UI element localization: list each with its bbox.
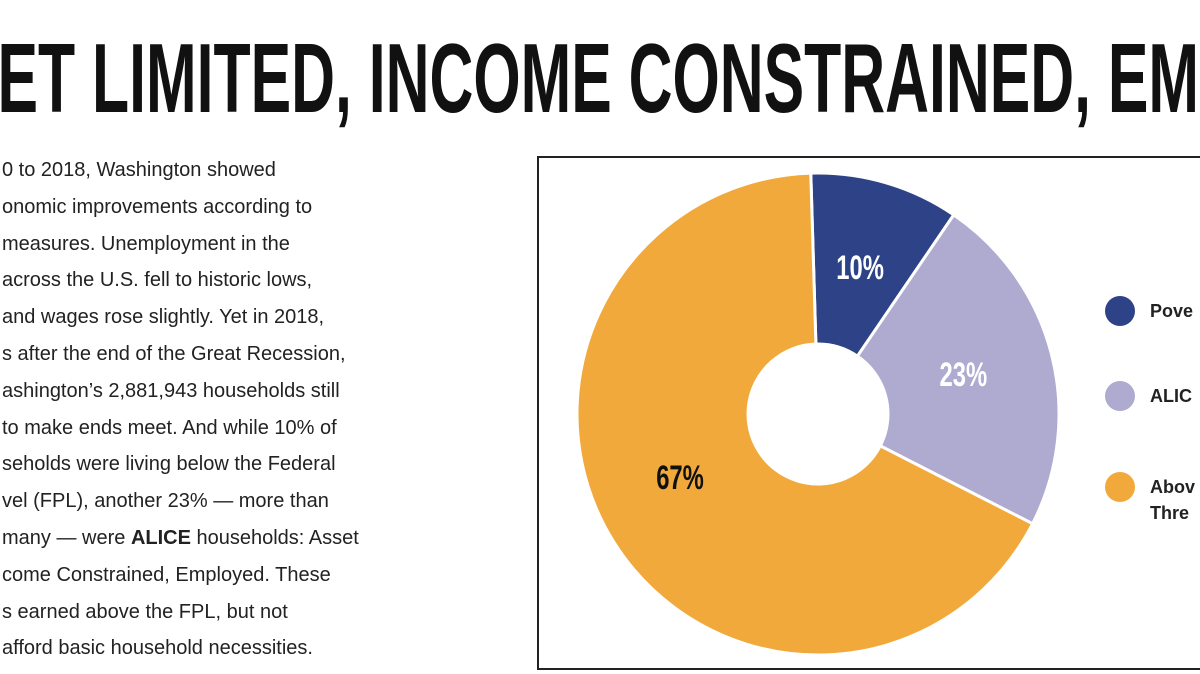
text-line: across the U.S. fell to historic lows, xyxy=(2,262,359,299)
text-run: to make ends meet. And while 10% of xyxy=(2,416,337,439)
text-run: many — were xyxy=(2,526,131,549)
text-line: s after the end of the Great Recession, xyxy=(2,336,359,373)
chart-frame xyxy=(537,156,1200,670)
paragraph: 0 to 2018, Washington showed onomic impro… xyxy=(2,152,359,667)
text-line: come Constrained, Employed. These xyxy=(2,557,359,594)
legend-swatch xyxy=(1105,472,1135,502)
bold-term: ALICE xyxy=(130,526,191,549)
text-run: seholds were living below the Federal xyxy=(2,453,336,476)
text-line: and wages rose slightly. Yet in 2018, xyxy=(2,299,359,336)
text-run: households: Asset xyxy=(190,526,359,549)
text-line: ashington’s 2,881,943 households still xyxy=(2,373,359,410)
donut-chart: 10% 23% 67% xyxy=(575,171,1061,657)
value-label: 23% xyxy=(940,356,988,394)
text-run: s after the end of the Great Recession, xyxy=(2,342,346,365)
donut-slice xyxy=(575,171,1035,657)
text-line: 0 to 2018, Washington showed xyxy=(2,152,359,189)
text-line: afford basic household necessities. xyxy=(2,630,359,667)
text-line: measures. Unemployment in the xyxy=(2,226,359,263)
value-label: 67% xyxy=(656,459,704,497)
text-line: many — were ALICE households: Asset xyxy=(2,520,359,557)
legend-label: Pove xyxy=(1150,301,1194,321)
text-run: and wages rose slightly. Yet in 2018, xyxy=(2,306,325,329)
legend-swatch xyxy=(1105,381,1135,411)
text-line: vel (FPL), another 23% — more than xyxy=(2,483,359,520)
text-run: ashington’s 2,881,943 households still xyxy=(2,379,340,402)
value-label: 10% xyxy=(836,249,884,287)
legend-label: ALIC xyxy=(1150,386,1192,406)
text-run: measures. Unemployment in the xyxy=(2,232,290,255)
text-line: to make ends meet. And while 10% of xyxy=(2,410,359,447)
text-run: onomic improvements according to xyxy=(2,195,313,218)
text-run: across the U.S. fell to historic lows, xyxy=(2,269,313,292)
donut-slice xyxy=(855,212,1061,526)
page-title: ET LIMITED, INCOME CONSTRAINED, EMPLO xyxy=(0,24,1200,133)
legend-label: Abov Thre xyxy=(1150,477,1195,523)
donut-slice xyxy=(809,171,956,359)
text-run: s earned above the FPL, but not xyxy=(2,600,288,623)
text-line: seholds were living below the Federal xyxy=(2,446,359,483)
legend-swatch xyxy=(1105,296,1135,326)
text-run: vel (FPL), another 23% — more than xyxy=(2,490,329,513)
text-line: s earned above the FPL, but not xyxy=(2,594,359,631)
text-run: come Constrained, Employed. These xyxy=(2,563,331,586)
text-line: onomic improvements according to xyxy=(2,189,359,226)
text-run: 0 to 2018, Washington showed xyxy=(2,159,276,181)
text-run: afford basic household necessities. xyxy=(2,637,313,660)
